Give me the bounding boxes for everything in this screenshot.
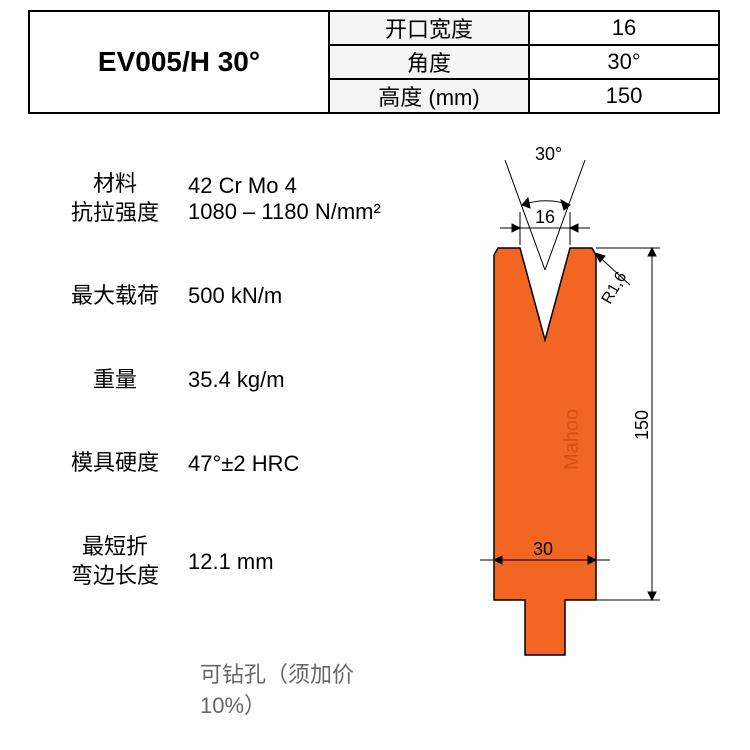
footnote: 可钻孔（须加价10%）: [200, 660, 354, 722]
spec-value: 35.4 kg/m: [180, 367, 285, 393]
spec-label: 最短折弯边长度: [50, 533, 180, 590]
dim-radius: R1,6: [599, 269, 631, 307]
spec-row: 模具硬度 47°±2 HRC: [50, 449, 420, 478]
model-id: EV005/H 30°: [29, 11, 329, 113]
spec-value: 12.1 mm: [180, 549, 274, 575]
spec-row: 重量 35.4 kg/m: [50, 366, 420, 395]
spec-row: 材料抗拉强度 42 Cr Mo 41080 – 1180 N/mm²: [50, 170, 420, 227]
spec-label: 模具硬度: [50, 449, 180, 478]
dim-opening: 16: [535, 207, 555, 227]
spec-list: 材料抗拉强度 42 Cr Mo 41080 – 1180 N/mm² 最大载荷 …: [50, 170, 420, 645]
spec-value: 42 Cr Mo 41080 – 1180 N/mm²: [180, 173, 381, 225]
spec-row: 最大载荷 500 kN/m: [50, 282, 420, 311]
header-value-2: 150: [529, 79, 719, 113]
header-label-0: 开口宽度: [329, 11, 529, 45]
header-value-0: 16: [529, 11, 719, 45]
spec-value: 500 kN/m: [180, 283, 282, 309]
spec-label: 最大载荷: [50, 282, 180, 311]
header-label-2: 高度 (mm): [329, 79, 529, 113]
spec-label: 材料抗拉强度: [50, 170, 180, 227]
dim-width: 30: [533, 539, 553, 559]
spec-header-table: EV005/H 30° 开口宽度 16 角度 30° 高度 (mm) 150: [28, 10, 720, 114]
tool-diagram: 30° 16 Mahoo 30 150 R1,6: [430, 140, 720, 700]
header-label-1: 角度: [329, 45, 529, 79]
dim-height: 150: [632, 410, 652, 440]
header-value-1: 30°: [529, 45, 719, 79]
dim-angle: 30°: [535, 144, 562, 164]
spec-value: 47°±2 HRC: [180, 451, 299, 477]
watermark: Mahoo: [561, 409, 583, 470]
spec-label: 重量: [50, 366, 180, 395]
spec-row: 最短折弯边长度 12.1 mm: [50, 533, 420, 590]
